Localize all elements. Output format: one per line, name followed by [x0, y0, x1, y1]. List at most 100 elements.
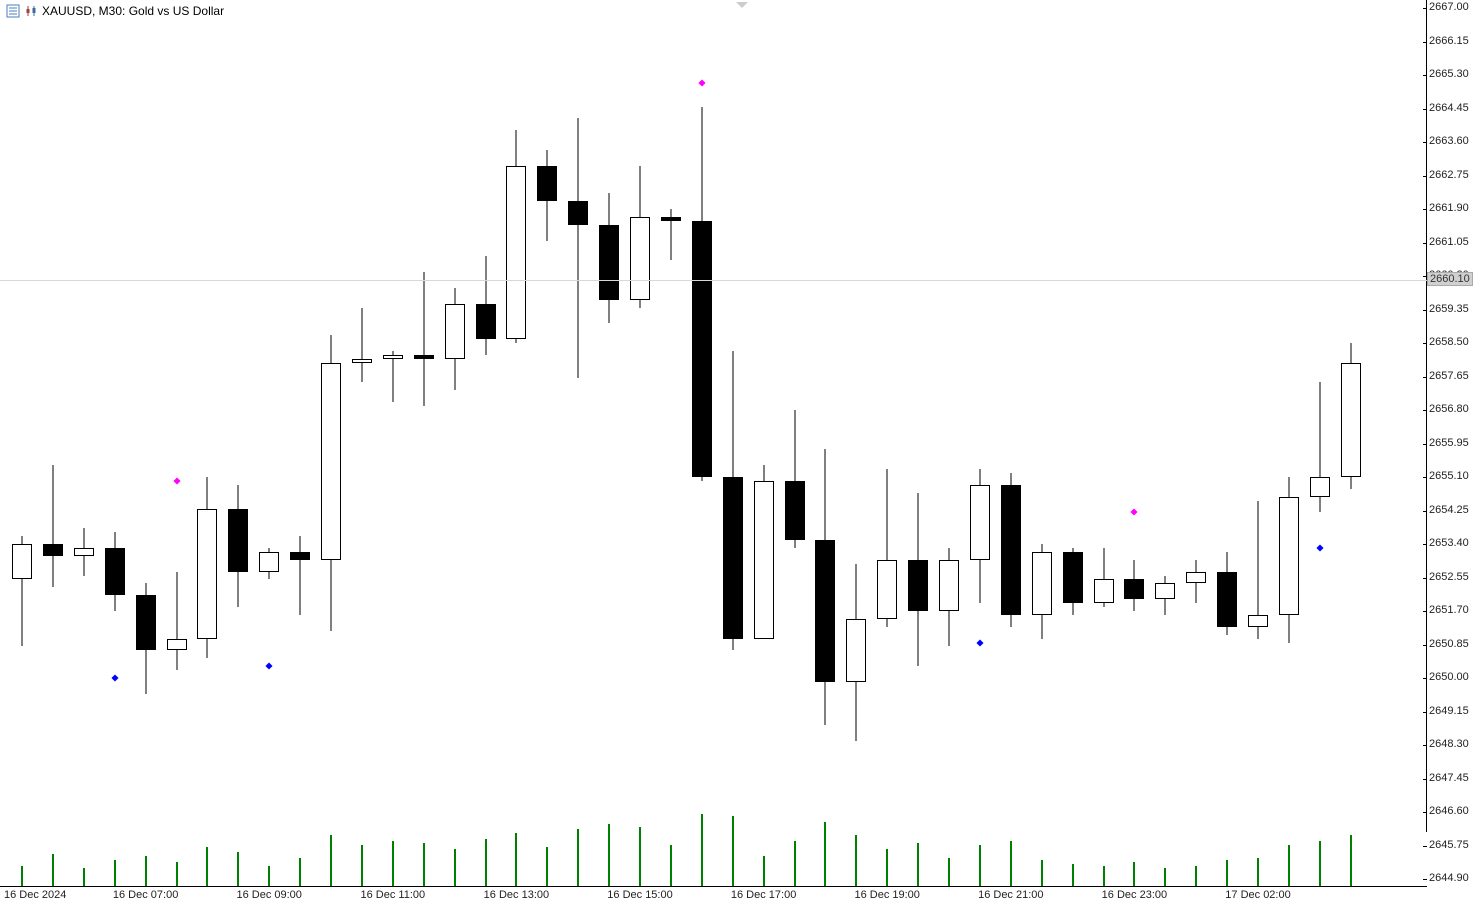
volume-bar: [114, 860, 116, 887]
price-tick-label: 2644.90: [1429, 872, 1469, 884]
price-tick-label: 2649.15: [1429, 705, 1469, 717]
price-tick-label: 2653.40: [1429, 537, 1469, 549]
time-tick-label: 17 Dec 02:00: [1225, 889, 1290, 901]
candle[interactable]: [321, 0, 341, 887]
candle[interactable]: [815, 0, 835, 887]
candle[interactable]: [352, 0, 372, 887]
candle[interactable]: [12, 0, 32, 887]
candle[interactable]: [506, 0, 526, 887]
candle[interactable]: [476, 0, 496, 887]
candle[interactable]: [1248, 0, 1268, 887]
candle[interactable]: [1279, 0, 1299, 887]
volume-bar: [299, 858, 301, 887]
volume-bar: [21, 866, 23, 887]
candle[interactable]: [1124, 0, 1144, 887]
candle[interactable]: [630, 0, 650, 887]
candle[interactable]: [908, 0, 928, 887]
volume-bar: [608, 824, 610, 887]
price-tick-label: 2656.80: [1429, 403, 1469, 415]
time-tick-label: 16 Dec 11:00: [360, 889, 425, 901]
candle[interactable]: [1001, 0, 1021, 887]
price-tick-label: 2650.85: [1429, 638, 1469, 650]
price-tick-label: 2657.65: [1429, 370, 1469, 382]
price-tick-label: 2661.05: [1429, 236, 1469, 248]
price-tick-label: 2647.45: [1429, 772, 1469, 784]
volume-bar: [1319, 841, 1321, 887]
candle[interactable]: [1310, 0, 1330, 887]
plot-area[interactable]: [0, 0, 1427, 887]
candle[interactable]: [568, 0, 588, 887]
candle[interactable]: [290, 0, 310, 887]
current-price-line: [0, 280, 1427, 281]
volume-bar: [206, 847, 208, 887]
price-tick-label: 2659.35: [1429, 303, 1469, 315]
candle[interactable]: [43, 0, 63, 887]
price-tick-label: 2651.70: [1429, 604, 1469, 616]
volume-bar: [1103, 866, 1105, 887]
candle[interactable]: [754, 0, 774, 887]
price-tick-label: 2664.45: [1429, 102, 1469, 114]
candle[interactable]: [1341, 0, 1361, 887]
price-tick-label: 2646.60: [1429, 805, 1469, 817]
volume-bar: [361, 845, 363, 887]
volume-bar: [1041, 860, 1043, 887]
volume-bar: [515, 833, 517, 887]
volume-bar: [794, 841, 796, 887]
candle[interactable]: [74, 0, 94, 887]
candle[interactable]: [692, 0, 712, 887]
candle[interactable]: [1186, 0, 1206, 887]
price-tick-label: 2648.30: [1429, 738, 1469, 750]
candle[interactable]: [877, 0, 897, 887]
volume-bar: [824, 822, 826, 887]
candle[interactable]: [661, 0, 681, 887]
candle[interactable]: [383, 0, 403, 887]
chart-dropdown-icon[interactable]: [736, 2, 748, 8]
candle[interactable]: [167, 0, 187, 887]
candlestick-icon[interactable]: [24, 4, 38, 18]
time-tick-label: 16 Dec 15:00: [607, 889, 672, 901]
candle[interactable]: [970, 0, 990, 887]
volume-bar: [1133, 862, 1135, 887]
indicator-list-icon[interactable]: [6, 4, 20, 18]
candle[interactable]: [939, 0, 959, 887]
candle[interactable]: [723, 0, 743, 887]
time-tick-label: 16 Dec 07:00: [113, 889, 178, 901]
candle[interactable]: [414, 0, 434, 887]
candle[interactable]: [1155, 0, 1175, 887]
volume-bar: [979, 845, 981, 887]
price-tick-label: 2658.50: [1429, 336, 1469, 348]
time-axis[interactable]: 16 Dec 202416 Dec 07:0016 Dec 09:0016 De…: [0, 886, 1427, 907]
volume-bar: [701, 814, 703, 887]
candle[interactable]: [1094, 0, 1114, 887]
price-tick-label: 2655.10: [1429, 470, 1469, 482]
time-tick-label: 16 Dec 19:00: [854, 889, 919, 901]
volume-bar: [670, 845, 672, 887]
price-tick-label: 2665.30: [1429, 68, 1469, 80]
volume-bar: [1010, 841, 1012, 887]
price-axis[interactable]: 2667.002666.152665.302664.452663.602662.…: [1426, 0, 1483, 832]
price-tick-label: 2667.00: [1429, 1, 1469, 13]
candle[interactable]: [445, 0, 465, 887]
candle[interactable]: [1032, 0, 1052, 887]
candle[interactable]: [136, 0, 156, 887]
candle[interactable]: [228, 0, 248, 887]
volume-bar: [145, 856, 147, 887]
volume-bar: [268, 866, 270, 887]
price-tick-label: 2663.60: [1429, 135, 1469, 147]
candle[interactable]: [599, 0, 619, 887]
volume-bar: [392, 841, 394, 887]
candle[interactable]: [537, 0, 557, 887]
candle[interactable]: [846, 0, 866, 887]
candle[interactable]: [1217, 0, 1237, 887]
candle[interactable]: [785, 0, 805, 887]
time-tick-label: 16 Dec 23:00: [1102, 889, 1167, 901]
volume-bar: [1072, 864, 1074, 887]
chart-container[interactable]: XAUUSD, M30: Gold vs US Dollar 2667.0026…: [0, 0, 1483, 907]
volume-bar: [1257, 858, 1259, 887]
candle[interactable]: [1063, 0, 1083, 887]
symbol-description: Gold vs US Dollar: [129, 4, 224, 18]
candle[interactable]: [259, 0, 279, 887]
candle[interactable]: [105, 0, 125, 887]
volume-bar: [886, 849, 888, 887]
candle[interactable]: [197, 0, 217, 887]
